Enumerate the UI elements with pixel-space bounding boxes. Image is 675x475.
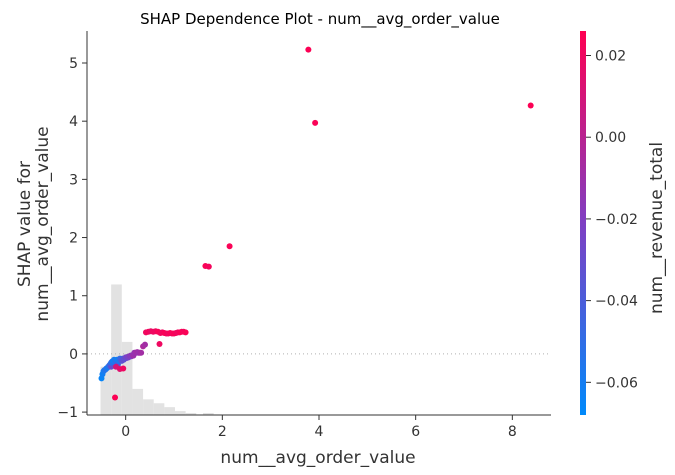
x-tick-label: 6: [411, 424, 420, 440]
y-tick-label: 4: [69, 114, 78, 130]
scatter-point: [138, 349, 145, 356]
histogram-bar: [164, 407, 175, 415]
y-axis-label-line-2: num__avg_order_value: [33, 126, 53, 321]
histogram-bar: [143, 399, 154, 415]
histogram-bar: [174, 411, 186, 415]
y-tick-label: 5: [69, 56, 78, 72]
histogram-bar: [185, 413, 197, 415]
histogram-bar: [111, 284, 122, 415]
scatter-point: [527, 102, 534, 109]
scatter-point: [312, 119, 319, 126]
x-tick-label: 8: [508, 424, 517, 440]
x-ticks: 0 2 4 6 8: [121, 415, 517, 440]
colorbar-tick-label: 0.02: [595, 49, 626, 65]
colorbar-tick-label: 0.00: [595, 130, 626, 146]
colorbar-tick-label: −0.02: [595, 212, 638, 228]
y-tick-label: −1: [57, 405, 78, 421]
colorbar-label: num__revenue_total: [647, 142, 667, 314]
scatter-point: [305, 46, 312, 53]
scatter-point: [120, 365, 127, 372]
scatter-point: [156, 341, 163, 348]
histogram-layer: [100, 284, 214, 415]
x-axis-label: num__avg_order_value: [220, 448, 415, 468]
scatter-point: [142, 341, 148, 348]
y-tick-label: 2: [69, 231, 78, 247]
colorbar: [580, 31, 586, 415]
scatter-point: [205, 263, 212, 270]
y-axis-label: SHAP value for num__avg_order_value: [15, 126, 53, 321]
colorbar-ticks: 0.02 0.00 −0.02 −0.04 −0.06: [586, 49, 638, 391]
x-tick-label: 2: [218, 424, 227, 440]
y-ticks: −1 0 1 2 3 4 5: [57, 56, 87, 421]
y-tick-label: 1: [69, 289, 78, 305]
histogram-bar: [132, 388, 144, 415]
colorbar-tick-label: −0.06: [595, 375, 638, 391]
y-tick-label: 3: [69, 172, 78, 188]
histogram-bar: [153, 403, 165, 415]
scatter-point: [182, 329, 189, 336]
chart-title: SHAP Dependence Plot - num__avg_order_va…: [140, 10, 500, 29]
scatter-point: [112, 394, 119, 401]
y-axis-label-line-1: SHAP value for: [15, 161, 35, 287]
x-tick-label: 4: [315, 424, 324, 440]
histogram-bar: [121, 341, 133, 415]
points-layer: [98, 46, 534, 401]
histogram-bar: [100, 366, 112, 415]
histogram-bar: [203, 413, 214, 415]
colorbar-tick-label: −0.04: [595, 294, 638, 310]
x-tick-label: 0: [121, 424, 130, 440]
scatter-point: [226, 243, 233, 250]
y-tick-label: 0: [69, 347, 78, 363]
